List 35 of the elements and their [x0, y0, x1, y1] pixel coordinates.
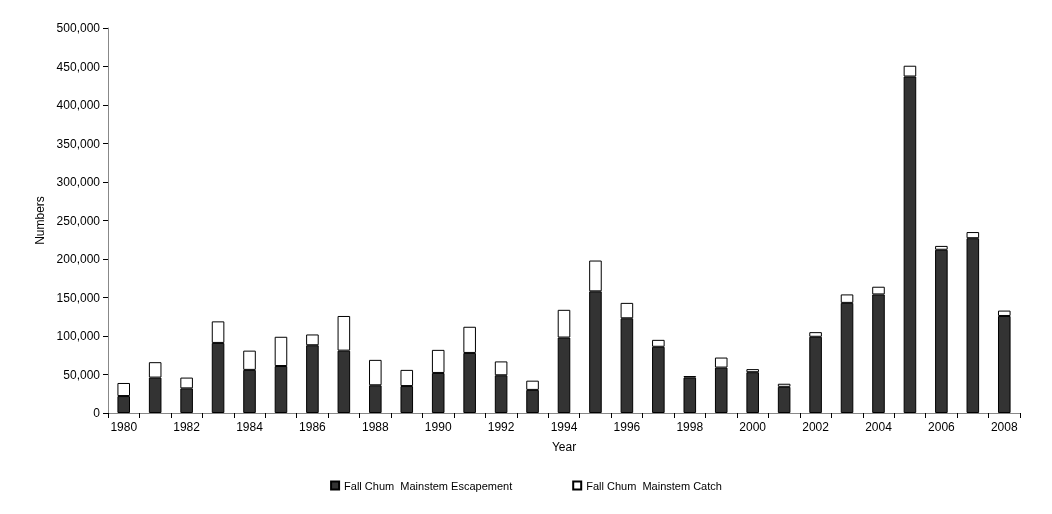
x-tick-label: 1984 [236, 420, 264, 434]
y-tick-label: 400,000 [56, 98, 101, 112]
bar [683, 377, 697, 413]
x-tick-label: 1982 [173, 420, 201, 434]
x-tick-label: 1994 [550, 420, 578, 434]
bar [935, 249, 948, 413]
x-tick-label: 1986 [299, 420, 327, 434]
y-tick-label: 500,000 [56, 21, 101, 35]
y-tick-label: 200,000 [56, 252, 101, 266]
x-tick-label: 2004 [865, 420, 893, 434]
bar [746, 372, 759, 413]
legend-label: Fall Chum Mainstem Escapement [344, 479, 513, 492]
y-tick-label: 450,000 [56, 59, 101, 74]
x-tick-label: 2008 [990, 420, 1018, 434]
bar [777, 386, 791, 413]
y-axis-title: Numbers [32, 196, 47, 245]
y-tick-label: 100,000 [56, 329, 101, 343]
x-tick-label: 1988 [361, 420, 389, 434]
x-axis-title: Year [551, 440, 577, 454]
x-tick-label: 1996 [613, 420, 641, 434]
x-tick-label: 2006 [928, 420, 956, 434]
x-tick-label: 1980 [110, 420, 138, 434]
x-tick-label: 1992 [487, 420, 515, 434]
y-tick-label: 150,000 [56, 290, 101, 305]
y-tick-label: 350,000 [56, 136, 101, 151]
x-tick-label: 2002 [802, 420, 830, 434]
y-tick-label: 0 [93, 406, 101, 420]
x-tick-label: 1990 [424, 420, 452, 434]
legend-label: Fall Chum Mainstem Catch [586, 479, 722, 492]
y-tick-label: 50,000 [63, 367, 101, 382]
x-tick-label: 1998 [676, 420, 704, 434]
y-tick-label: 300,000 [56, 175, 101, 189]
y-tick-label: 250,000 [56, 213, 101, 228]
bar [809, 336, 822, 413]
x-tick-label: 2000 [739, 420, 767, 434]
